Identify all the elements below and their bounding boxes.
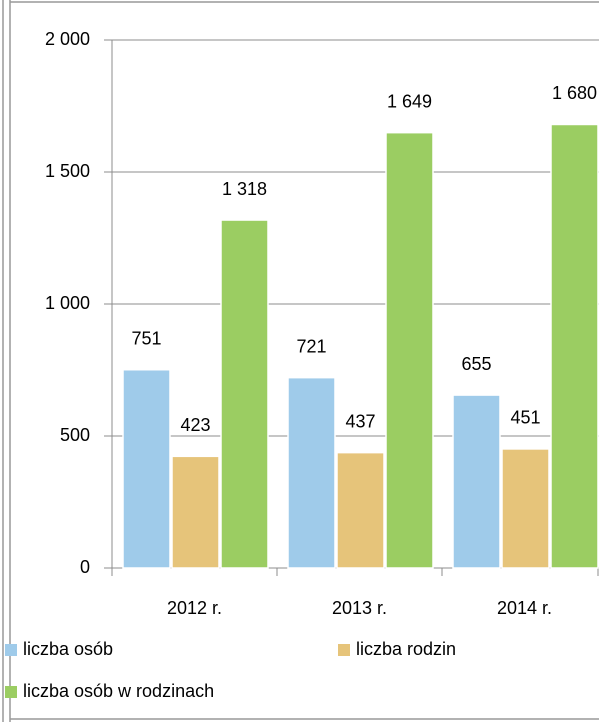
bar: [287, 376, 336, 569]
legend-swatch: [5, 686, 17, 698]
y-tick-label: 1 000: [45, 293, 90, 313]
y-tick-label: 0: [80, 557, 90, 577]
data-label: 437: [345, 411, 375, 431]
legend-swatch: [338, 644, 350, 656]
data-label: 721: [296, 336, 326, 356]
legend-label: liczba rodzin: [356, 639, 456, 659]
data-label: 423: [180, 415, 210, 435]
data-label: 1 680: [552, 83, 597, 103]
data-label: 751: [131, 328, 161, 348]
data-label: 1 318: [222, 179, 267, 199]
data-label: 1 649: [387, 91, 432, 111]
legend-swatch: [5, 644, 17, 656]
data-label: 655: [461, 354, 491, 374]
bar: [550, 123, 599, 569]
bar: [122, 368, 171, 569]
data-label: 451: [510, 408, 540, 428]
legend-label: liczba osób: [23, 639, 113, 659]
y-tick-label: 2 000: [45, 29, 90, 49]
bar: [501, 448, 550, 569]
bar: [220, 219, 269, 569]
bar: [452, 394, 501, 569]
x-tick-label: 2012 r.: [167, 598, 222, 618]
x-tick-label: 2014 r.: [497, 598, 552, 618]
y-tick-label: 500: [60, 425, 90, 445]
legend-label: liczba osób w rodzinach: [23, 681, 214, 701]
y-tick-label: 1 500: [45, 161, 90, 181]
bar: [385, 131, 434, 569]
bar: [171, 455, 220, 569]
bar: [336, 451, 385, 569]
x-tick-label: 2013 r.: [332, 598, 387, 618]
